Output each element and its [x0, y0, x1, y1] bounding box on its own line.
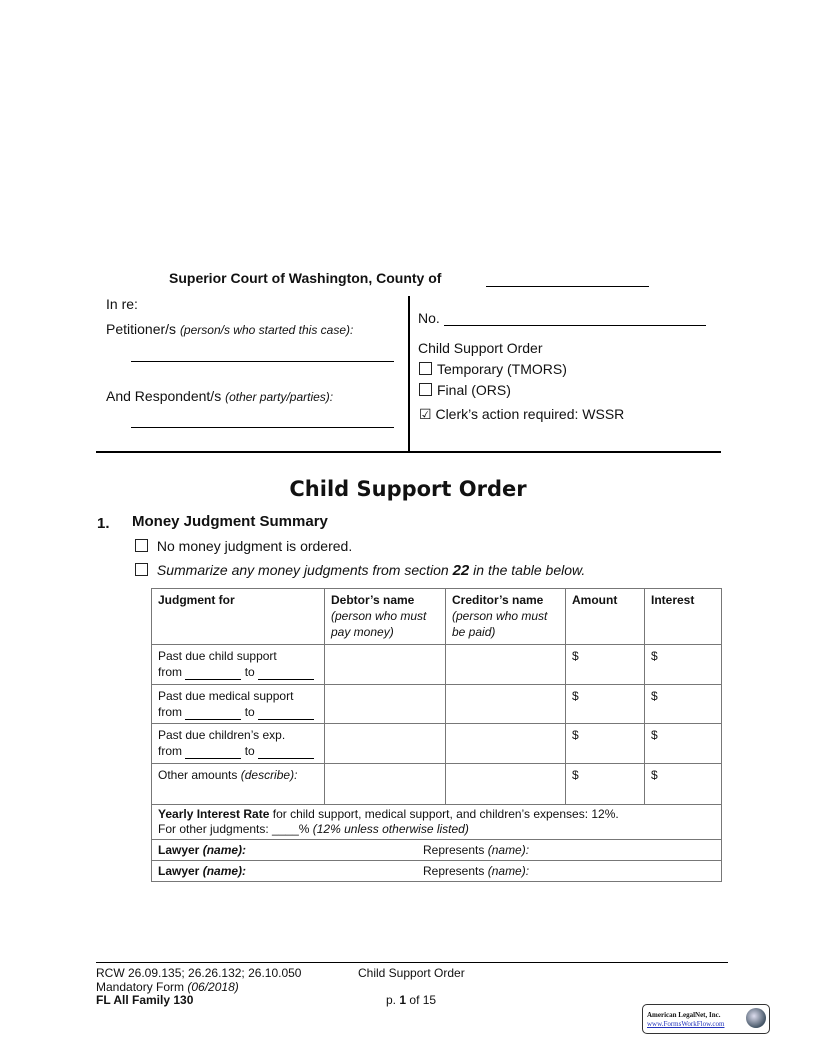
header-amount: Amount	[565, 588, 645, 645]
american-legalnet-logo[interactable]: American LegalNet, Inc. www.FormsWorkFlo…	[642, 1004, 770, 1034]
interest-cell[interactable]: $	[644, 763, 722, 805]
logo-name: American LegalNet, Inc.	[647, 1011, 721, 1019]
table-row: Past due child support from to $ $	[151, 644, 722, 685]
footer-page-number: p. 1 of 15	[386, 993, 437, 1007]
globe-icon	[746, 1008, 766, 1028]
interest-cell[interactable]: $	[644, 644, 722, 685]
amount-cell[interactable]: $	[565, 684, 645, 724]
interest-rate-text: Yearly Interest Rate for child support, …	[151, 804, 722, 840]
case-no-label: No.	[418, 310, 440, 326]
judgment-label: Past due child support from to	[151, 644, 325, 685]
in-re-label: In re:	[106, 296, 138, 312]
debtor-cell[interactable]	[324, 684, 446, 724]
interest-cell[interactable]: $	[644, 723, 722, 764]
judgment-label: Other amounts (describe):	[151, 763, 325, 805]
county-blank[interactable]	[486, 286, 649, 287]
respondent-blank[interactable]	[131, 427, 394, 428]
option-temporary[interactable]: Temporary (TMORS)	[419, 361, 567, 377]
judgment-label: Past due children’s exp. from to	[151, 723, 325, 764]
judgment-table: Judgment for Debtor’s name (person who mu…	[151, 588, 722, 882]
logo-link[interactable]: www.FormsWorkFlow.com	[647, 1020, 725, 1028]
header-debtor: Debtor’s name (person who must pay money)	[324, 588, 446, 645]
header-interest: Interest	[644, 588, 722, 645]
lawyer-cell[interactable]: Lawyer (name): Represents (name):	[151, 839, 722, 861]
creditor-cell[interactable]	[445, 723, 566, 764]
caption-divider	[408, 296, 410, 452]
header-creditor: Creditor’s name (person who must be paid)	[445, 588, 566, 645]
amount-cell[interactable]: $	[565, 723, 645, 764]
lawyer-row: Lawyer (name): Represents (name):	[151, 839, 722, 861]
footer-rule	[96, 962, 728, 963]
table-row: Other amounts (describe): $ $	[151, 763, 722, 805]
option-no-judgment[interactable]: No money judgment is ordered.	[135, 538, 352, 554]
option-summarize[interactable]: Summarize any money judgments from secti…	[135, 562, 585, 579]
table-row: Past due children’s exp. from to $ $	[151, 723, 722, 764]
checkbox[interactable]	[419, 362, 432, 375]
interest-cell[interactable]: $	[644, 684, 722, 724]
footer-form-id: FL All Family 130	[96, 993, 194, 1007]
footer-rcw: RCW 26.09.135; 26.26.132; 26.10.050	[96, 966, 302, 980]
lawyer-row: Lawyer (name): Represents (name):	[151, 860, 722, 882]
court-name: Superior Court of Washington, County of	[169, 270, 442, 286]
debtor-cell[interactable]	[324, 723, 446, 764]
option-final[interactable]: Final (ORS)	[419, 382, 511, 398]
checkbox[interactable]	[135, 539, 148, 552]
caption-rule	[96, 451, 721, 453]
lawyer-cell[interactable]: Lawyer (name): Represents (name):	[151, 860, 722, 882]
footer-mandatory: Mandatory Form (06/2018)	[96, 980, 239, 994]
clerk-action[interactable]: ☑ Clerk’s action required: WSSR	[419, 406, 625, 422]
judgment-label: Past due medical support from to	[151, 684, 325, 724]
table-row: Past due medical support from to $ $	[151, 684, 722, 724]
footer-doc-title: Child Support Order	[358, 966, 465, 980]
checkbox[interactable]	[135, 563, 148, 576]
creditor-cell[interactable]	[445, 684, 566, 724]
debtor-cell[interactable]	[324, 644, 446, 685]
table-header-row: Judgment for Debtor’s name (person who mu…	[151, 588, 722, 645]
petitioner-blank[interactable]	[131, 361, 394, 362]
checked-checkbox-icon[interactable]: ☑	[419, 406, 432, 422]
debtor-cell[interactable]	[324, 763, 446, 805]
checkbox[interactable]	[419, 383, 432, 396]
petitioner-label: Petitioner/s (person/s who started this …	[106, 321, 354, 337]
amount-cell[interactable]: $	[565, 763, 645, 805]
case-no-blank[interactable]	[444, 325, 706, 326]
respondent-label: And Respondent/s (other party/parties):	[106, 388, 334, 404]
creditor-cell[interactable]	[445, 644, 566, 685]
court-heading: Superior Court of Washington, County of	[169, 270, 441, 286]
section-heading: Money Judgment Summary	[132, 513, 328, 530]
header-judgment-for: Judgment for	[151, 588, 325, 645]
order-type-heading: Child Support Order	[418, 340, 543, 356]
interest-rate-row: Yearly Interest Rate for child support, …	[151, 804, 722, 840]
section-number: 1.	[97, 515, 110, 532]
page-title: Child Support Order	[289, 477, 527, 501]
creditor-cell[interactable]	[445, 763, 566, 805]
amount-cell[interactable]: $	[565, 644, 645, 685]
